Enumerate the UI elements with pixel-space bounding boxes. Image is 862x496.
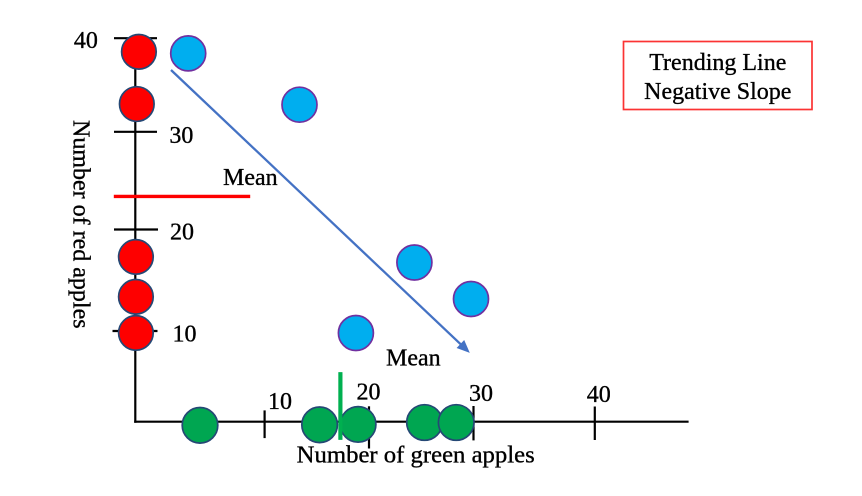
svg-text:30: 30 bbox=[469, 381, 493, 407]
svg-text:Number of red apples: Number of red apples bbox=[68, 120, 94, 328]
svg-text:40: 40 bbox=[587, 382, 611, 408]
svg-text:Number of green apples: Number of green apples bbox=[297, 443, 535, 469]
svg-text:20: 20 bbox=[170, 219, 194, 245]
svg-text:40: 40 bbox=[74, 28, 98, 54]
svg-text:20: 20 bbox=[357, 380, 381, 406]
svg-text:Trending Line: Trending Line bbox=[649, 50, 786, 76]
svg-text:Mean: Mean bbox=[223, 165, 278, 191]
svg-text:30: 30 bbox=[169, 123, 193, 149]
svg-text:10: 10 bbox=[173, 322, 197, 348]
svg-text:Negative Slope: Negative Slope bbox=[644, 79, 791, 105]
svg-text:Mean: Mean bbox=[386, 346, 441, 372]
svg-text:10: 10 bbox=[268, 389, 292, 415]
